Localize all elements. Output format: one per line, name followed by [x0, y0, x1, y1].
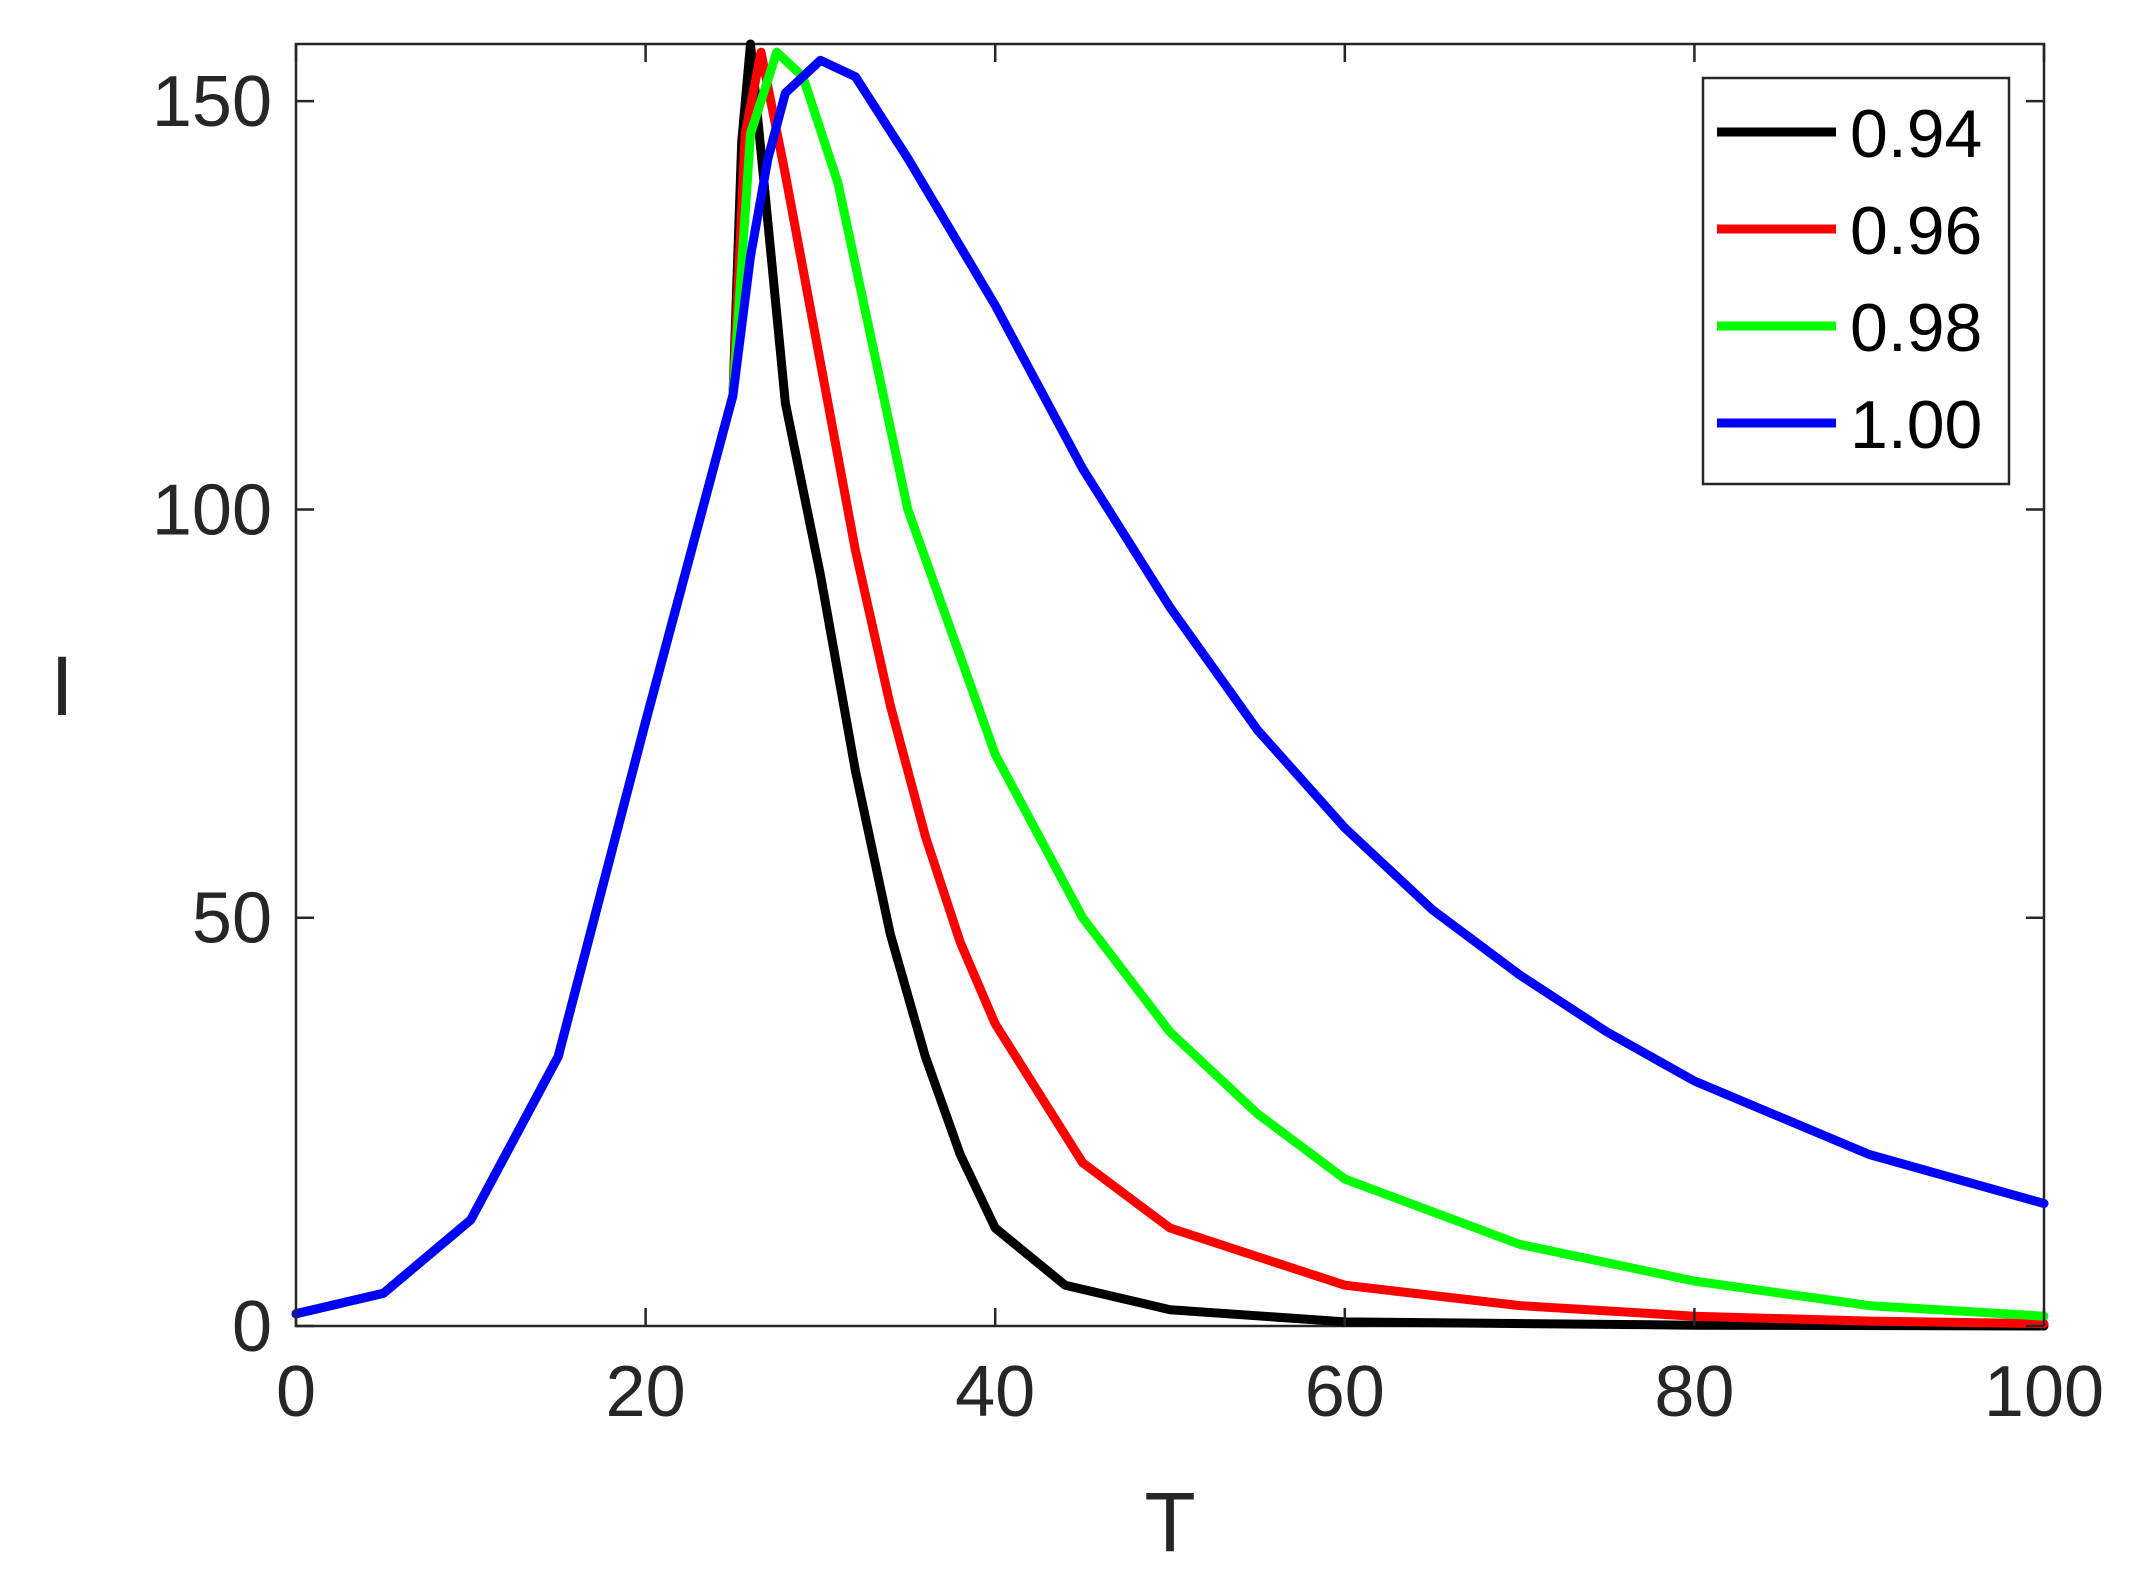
legend-label: 0.96	[1850, 193, 1982, 269]
x-tick-label: 0	[276, 1352, 316, 1432]
series-layer	[291, 39, 2049, 1331]
ticks-layer: 0 20 40 60 80 100 0 50 100 150	[152, 44, 2104, 1432]
series-line-1-00	[291, 55, 2049, 1319]
legend-box	[1701, 76, 2011, 486]
legend-label: 1.00	[1850, 387, 1982, 463]
legend: 0.94 0.96 0.98 1.00	[1701, 76, 2011, 486]
x-tick-label: 100	[1984, 1352, 2104, 1432]
x-axis-label: T	[1144, 1475, 1195, 1569]
y-tick-label: 50	[192, 879, 272, 959]
y-tick-label: 100	[152, 470, 272, 550]
legend-label: 0.94	[1850, 96, 1982, 172]
y-axis-label: I	[50, 639, 73, 733]
x-tick-label: 40	[955, 1352, 1035, 1432]
y-tick-label: 0	[232, 1287, 272, 1367]
x-tick-label: 20	[606, 1352, 686, 1432]
x-tick-label: 60	[1305, 1352, 1385, 1432]
x-tick-label: 80	[1654, 1352, 1734, 1432]
legend-label: 0.98	[1850, 290, 1982, 366]
y-tick-label: 150	[152, 62, 272, 142]
